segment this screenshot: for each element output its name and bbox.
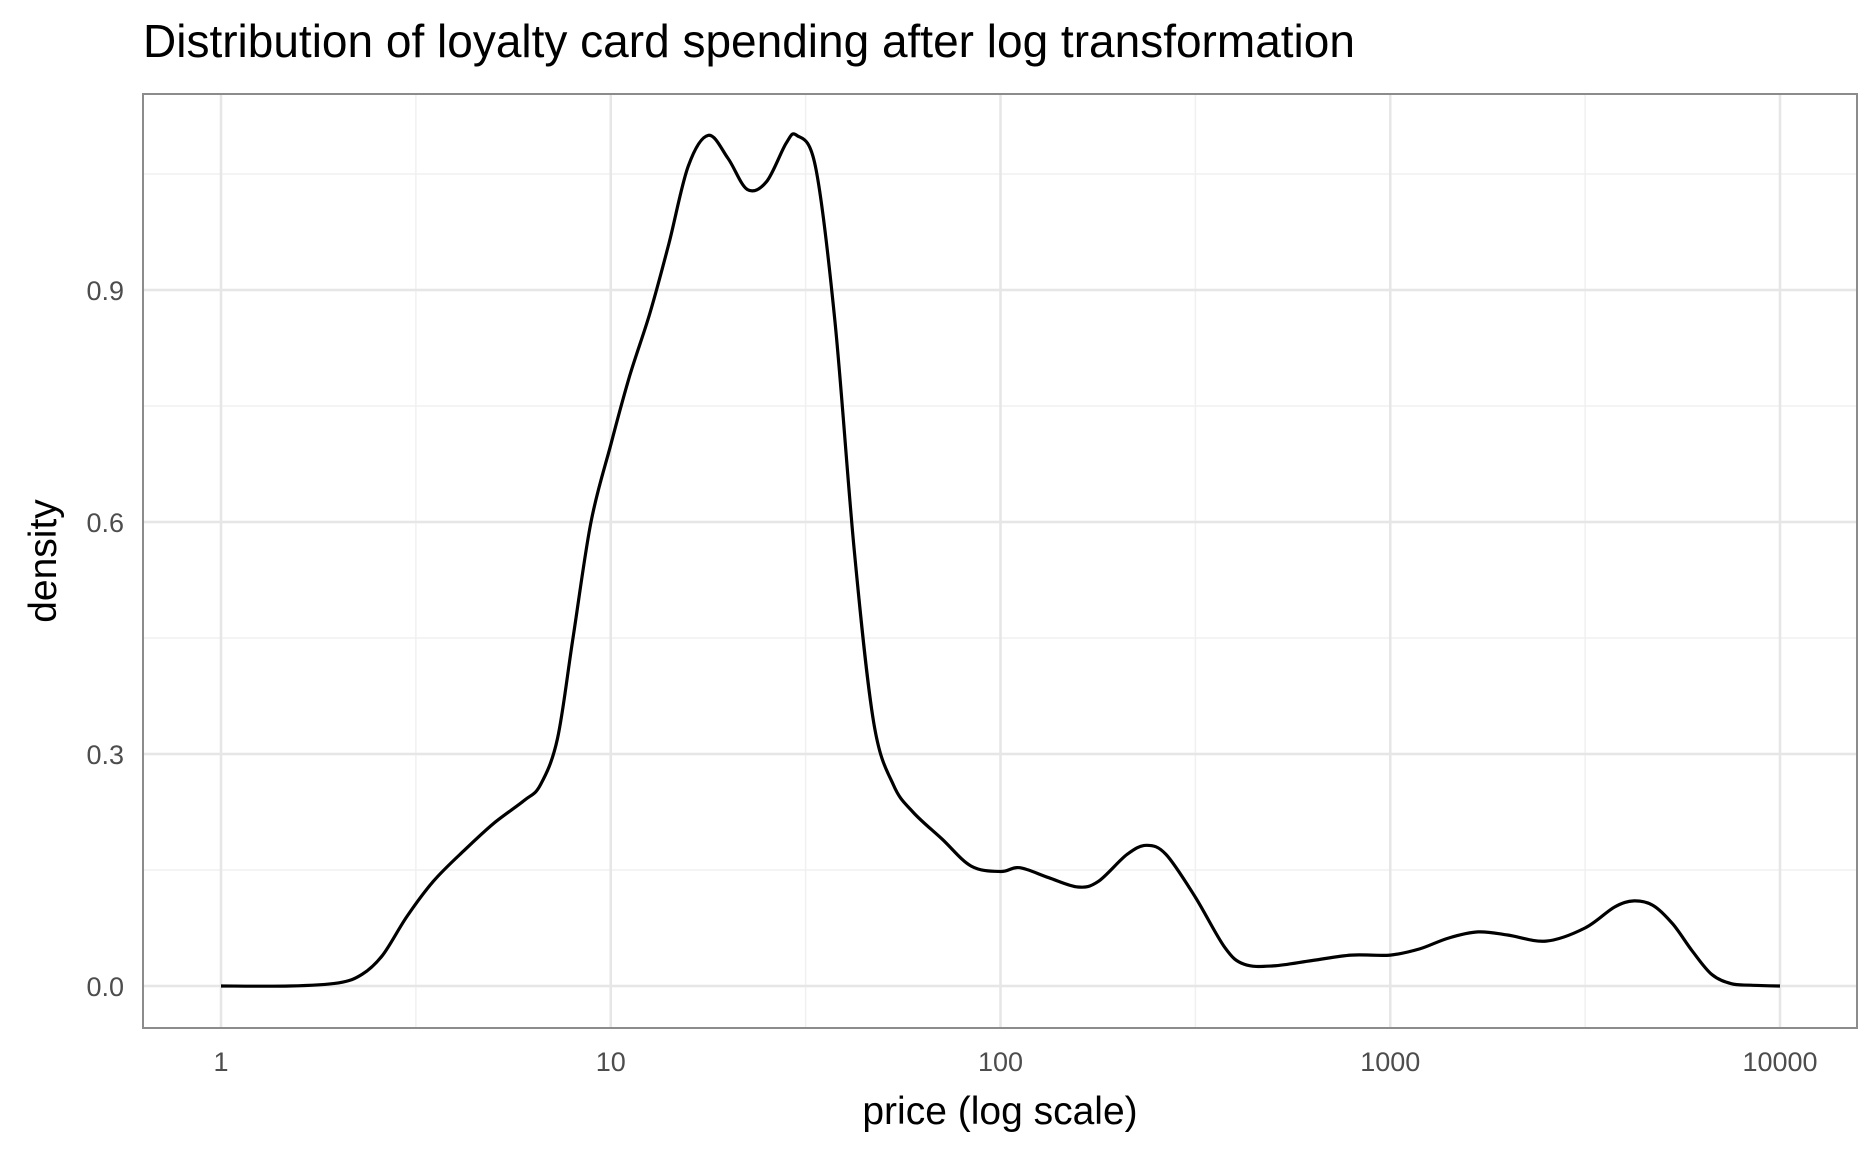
y-tick-label: 0.3 [86,740,124,770]
y-axis-title: density [22,499,65,623]
chart-title: Distribution of loyalty card spending af… [143,15,1355,67]
x-tick-label: 10000 [1742,1047,1817,1077]
x-tick-label: 1000 [1360,1047,1420,1077]
y-axis-tick-labels: 0.0 0.3 0.6 0.9 [86,276,124,1002]
y-tick-label: 0.6 [86,508,124,538]
x-tick-label: 100 [978,1047,1023,1077]
density-curve [220,132,1781,988]
major-gridlines [143,94,1857,1028]
plot-panel-border [142,93,1858,1029]
x-axis-title: price (log scale) [862,1090,1137,1133]
x-tick-label: 10 [596,1047,626,1077]
x-axis-tick-labels: 1 10 100 1000 10000 [213,1047,1817,1077]
y-tick-label: 0.0 [86,972,124,1002]
x-tick-label: 1 [213,1047,228,1077]
y-tick-label: 0.9 [86,276,124,306]
